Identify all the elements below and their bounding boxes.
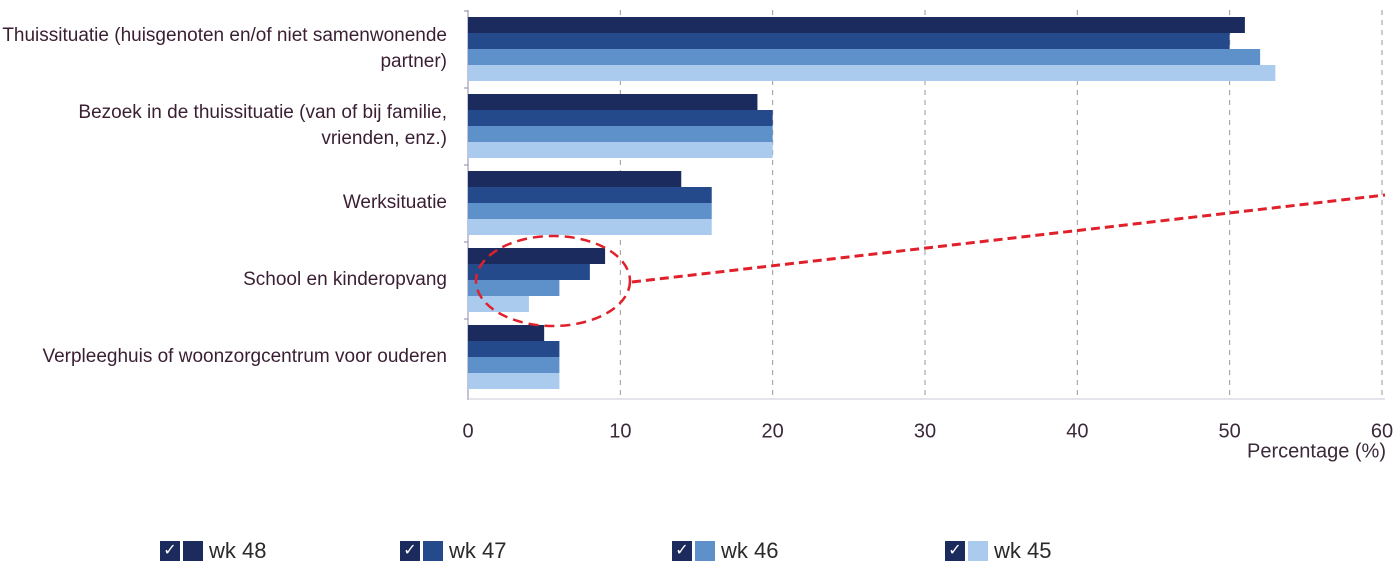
highlight-circle	[474, 234, 632, 328]
legend-swatch	[423, 541, 443, 561]
x-tick-label: 40	[1066, 420, 1088, 442]
legend-label: wk 46	[721, 538, 779, 563]
bar	[468, 341, 560, 357]
category-label: Werksituatie	[342, 192, 447, 213]
legend-checkbox[interactable]: ✓	[400, 541, 420, 561]
legend-checkbox[interactable]: ✓	[945, 541, 965, 561]
bar	[468, 33, 1230, 49]
category-label: Thuissituatie (huisgenoten en/of niet sa…	[2, 25, 447, 72]
x-axis-title: Percentage (%)	[1247, 440, 1386, 462]
bar	[468, 296, 529, 312]
bar	[468, 248, 606, 264]
bar	[468, 219, 712, 235]
bar	[468, 110, 773, 126]
category-label: Verpleeghuis of woonzorgcentrum voor oud…	[42, 346, 447, 367]
legend-swatch	[183, 541, 203, 561]
bar	[468, 126, 773, 142]
legend-swatch	[968, 541, 988, 561]
bar	[468, 325, 545, 341]
bar	[468, 94, 758, 110]
legend-checkbox[interactable]: ✓	[672, 541, 692, 561]
legend-item[interactable]: ✓ wk 46	[672, 538, 778, 564]
legend-checkbox[interactable]: ✓	[160, 541, 180, 561]
bar	[468, 17, 1245, 33]
bar	[468, 373, 560, 389]
legend-label: wk 47	[449, 538, 507, 563]
bar	[468, 203, 712, 219]
bar	[468, 65, 1276, 81]
x-tick-label: 60	[1371, 420, 1393, 442]
category-label: Bezoek in de thuissituatie (van of bij f…	[78, 102, 447, 149]
bar	[468, 171, 682, 187]
bar	[468, 280, 560, 296]
legend-label: wk 48	[209, 538, 267, 563]
x-tick-label: 20	[762, 420, 784, 442]
legend-swatch	[695, 541, 715, 561]
bar	[468, 49, 1261, 65]
x-tick-label: 10	[609, 420, 631, 442]
bar	[468, 357, 560, 373]
legend-label: wk 45	[994, 538, 1052, 563]
bar	[468, 187, 712, 203]
legend-item[interactable]: ✓ wk 48	[160, 538, 266, 564]
legend-item[interactable]: ✓ wk 45	[945, 538, 1051, 564]
legend-item[interactable]: ✓ wk 47	[400, 538, 506, 564]
x-tick-label: 30	[914, 420, 936, 442]
bar	[468, 264, 590, 280]
annotation-arrow	[631, 193, 1386, 284]
bar	[468, 142, 773, 158]
x-tick-label: 0	[462, 420, 473, 442]
category-label: School en kinderopvang	[243, 269, 447, 290]
x-tick-label: 50	[1219, 420, 1241, 442]
